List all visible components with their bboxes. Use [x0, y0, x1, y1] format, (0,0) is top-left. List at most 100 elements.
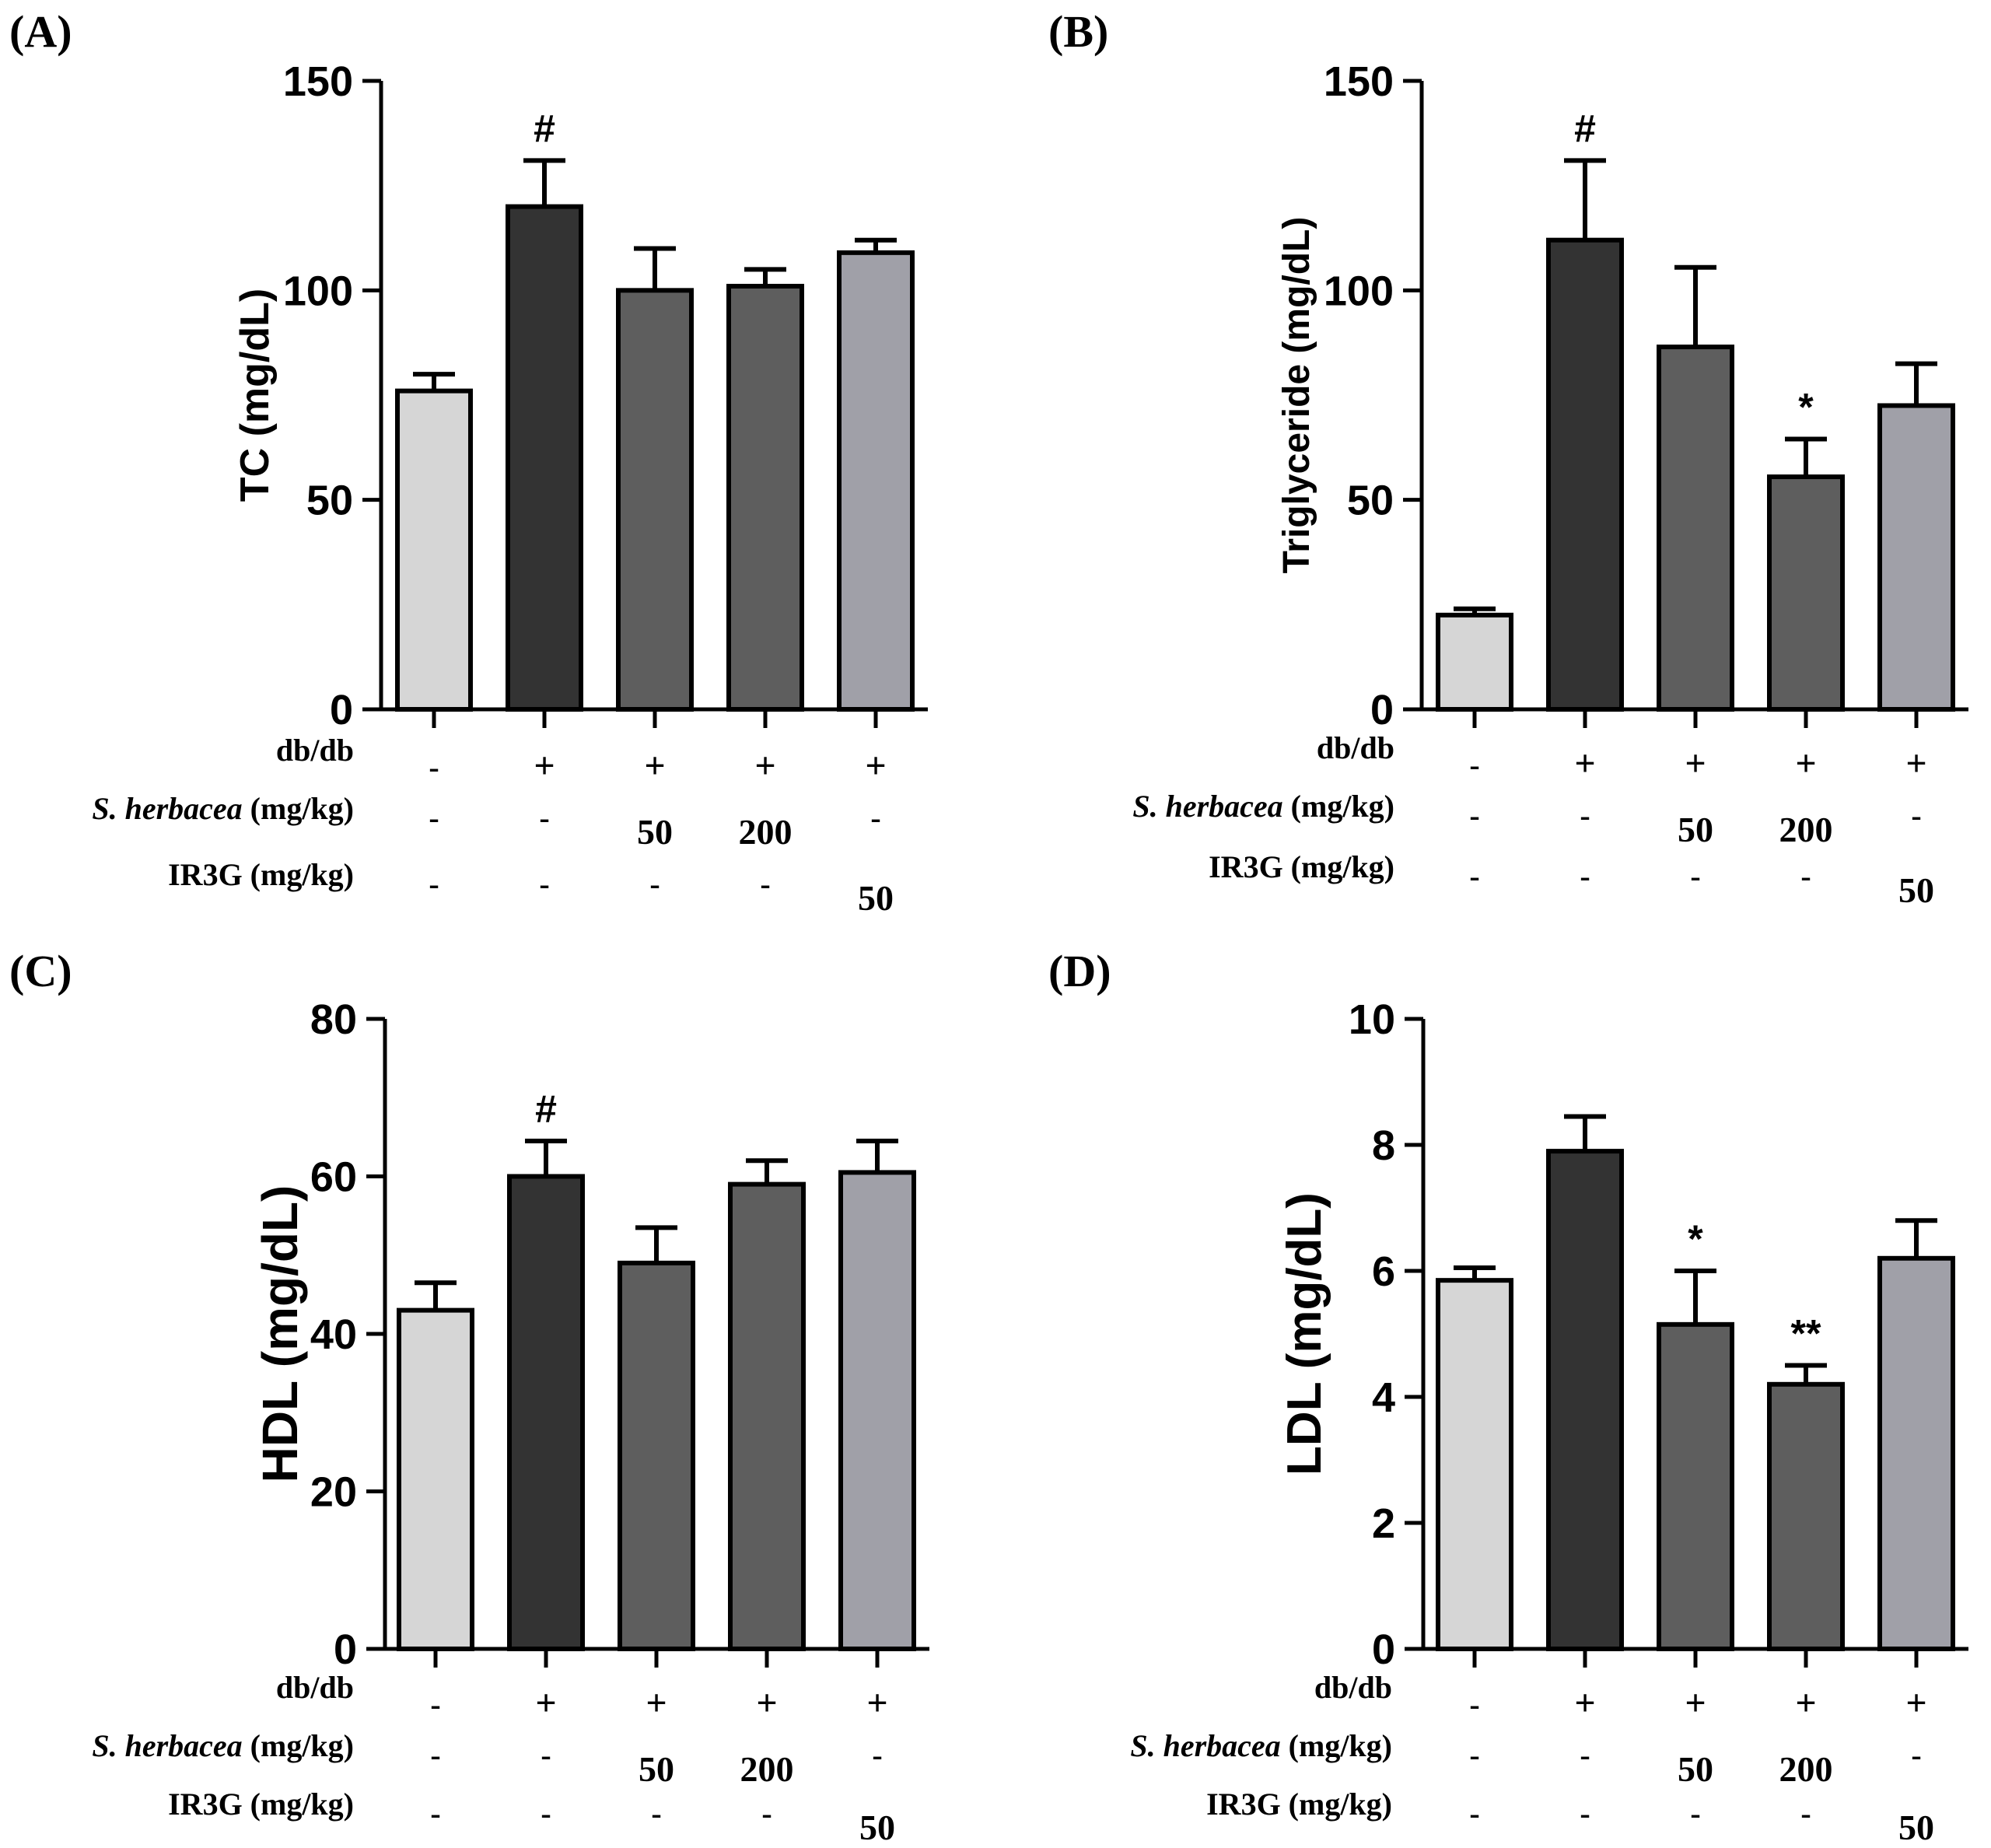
- condition-cell: 200: [739, 812, 793, 852]
- condition-cell: -: [1800, 1796, 1811, 1831]
- condition-row-label: db/db: [1317, 730, 1394, 765]
- condition-cell: -: [760, 866, 770, 901]
- condition-row-text: db/db: [276, 733, 354, 768]
- bar: [395, 388, 473, 712]
- condition-cell: -: [429, 750, 439, 785]
- bar: [1657, 345, 1734, 712]
- condition-cell: -: [761, 1796, 772, 1831]
- condition-row-label: IR3G (mg/kg): [168, 1787, 354, 1822]
- condition-cell: 50: [637, 812, 673, 852]
- y-tick-label: 50: [1347, 478, 1394, 524]
- y-tick-label: 50: [306, 478, 353, 524]
- y-tick-label: 0: [1372, 1626, 1395, 1673]
- condition-cell: -: [541, 1738, 551, 1773]
- condition-row-text: db/db: [1314, 1670, 1392, 1705]
- condition-row-text: IR3G (mg/kg): [168, 1787, 354, 1822]
- condition-cell: -: [430, 1738, 440, 1773]
- panel-a: (A) 0 50 100 150 TC (mg/dL) # db/db - + + + + S. herb…: [9, 6, 928, 918]
- condition-cell: 200: [1779, 810, 1833, 849]
- condition-cell: -: [1580, 1738, 1590, 1773]
- condition-cell: +: [1795, 1682, 1816, 1724]
- bar: [728, 1181, 806, 1651]
- significance-marker: #: [534, 107, 555, 150]
- species-name: S. herbacea: [1130, 1728, 1280, 1763]
- condition-cell: -: [430, 1687, 440, 1722]
- condition-cell: -: [539, 866, 549, 901]
- condition-cell: +: [866, 1682, 887, 1724]
- condition-cell: 50: [1898, 1808, 1934, 1847]
- significance-marker: #: [1574, 107, 1596, 150]
- bar: [1657, 1321, 1734, 1651]
- y-tick-label: 0: [1370, 687, 1394, 733]
- bar: [1767, 474, 1845, 712]
- y-tick-label: 150: [1324, 58, 1394, 105]
- bar: [837, 250, 915, 712]
- condition-cell: -: [541, 1796, 551, 1831]
- condition-row-label: db/db: [276, 733, 354, 768]
- bar: [506, 204, 583, 712]
- condition-row-label: IR3G (mg/kg): [168, 857, 354, 892]
- bar: [1877, 403, 1955, 712]
- condition-cell: +: [644, 745, 665, 786]
- condition-row-text: (mg/kg): [243, 791, 354, 826]
- condition-cell: +: [1905, 743, 1926, 784]
- condition-row-text: db/db: [1317, 730, 1394, 765]
- bar: [507, 1174, 585, 1651]
- condition-row-label: S. herbacea (mg/kg): [1130, 1728, 1392, 1763]
- bar: [618, 1260, 695, 1651]
- significance-marker: *: [1798, 386, 1814, 429]
- panel-b: (B) 0 50 100 150 Triglyceride (mg/dL) # * db/db -…: [1048, 6, 1968, 910]
- y-axis-title: HDL (mg/dL): [252, 1185, 308, 1483]
- condition-cell: +: [1905, 1682, 1926, 1724]
- condition-cell: -: [1469, 1738, 1479, 1773]
- condition-cell: -: [1800, 859, 1811, 894]
- y-tick-label: 10: [1349, 996, 1395, 1043]
- condition-row-label: db/db: [1314, 1670, 1392, 1705]
- condition-cell: +: [534, 745, 555, 786]
- condition-row-label: db/db: [276, 1670, 354, 1705]
- condition-cell: +: [865, 745, 886, 786]
- y-tick-label: 2: [1372, 1500, 1395, 1547]
- condition-row-text: IR3G (mg/kg): [1209, 849, 1394, 884]
- condition-row-text: IR3G (mg/kg): [168, 857, 354, 892]
- condition-cell: +: [535, 1682, 556, 1724]
- condition-cell: +: [646, 1682, 667, 1724]
- condition-cell: -: [651, 1796, 661, 1831]
- y-tick-label: 60: [310, 1154, 357, 1201]
- condition-cell: 50: [859, 1808, 895, 1847]
- y-tick-label: 4: [1372, 1374, 1395, 1421]
- bar: [1546, 1149, 1624, 1651]
- condition-cell: -: [649, 866, 660, 901]
- condition-cell: -: [430, 1796, 440, 1831]
- y-tick-label: 0: [330, 687, 353, 733]
- condition-cell: -: [1580, 798, 1590, 833]
- condition-cell: 50: [1678, 810, 1713, 849]
- y-tick-label: 100: [283, 268, 353, 314]
- bar: [726, 283, 804, 712]
- bar: [1436, 612, 1513, 712]
- panel-label: (D): [1048, 946, 1111, 996]
- significance-marker: **: [1791, 1312, 1821, 1356]
- panel-label: (B): [1048, 6, 1108, 57]
- condition-cell: -: [539, 800, 549, 835]
- condition-row-label: IR3G (mg/kg): [1206, 1787, 1392, 1822]
- y-tick-label: 150: [283, 58, 353, 105]
- significance-marker: #: [535, 1087, 557, 1131]
- condition-cell: +: [1685, 1682, 1706, 1724]
- bar: [1767, 1381, 1845, 1652]
- condition-cell: +: [756, 1682, 777, 1724]
- condition-cell: +: [1574, 1682, 1595, 1724]
- panel-label: (C): [9, 946, 72, 996]
- condition-row-label: S. herbacea (mg/kg): [92, 1728, 354, 1763]
- bar: [1546, 237, 1624, 712]
- condition-cell: -: [1469, 1796, 1479, 1831]
- condition-cell: -: [1469, 747, 1479, 782]
- condition-row-label: IR3G (mg/kg): [1209, 849, 1394, 884]
- condition-row-text: (mg/kg): [243, 1728, 354, 1763]
- bar: [838, 1170, 916, 1651]
- bar: [397, 1307, 474, 1651]
- condition-cell: 50: [639, 1749, 674, 1789]
- species-name: S. herbacea: [92, 791, 242, 826]
- bar: [1436, 1278, 1513, 1652]
